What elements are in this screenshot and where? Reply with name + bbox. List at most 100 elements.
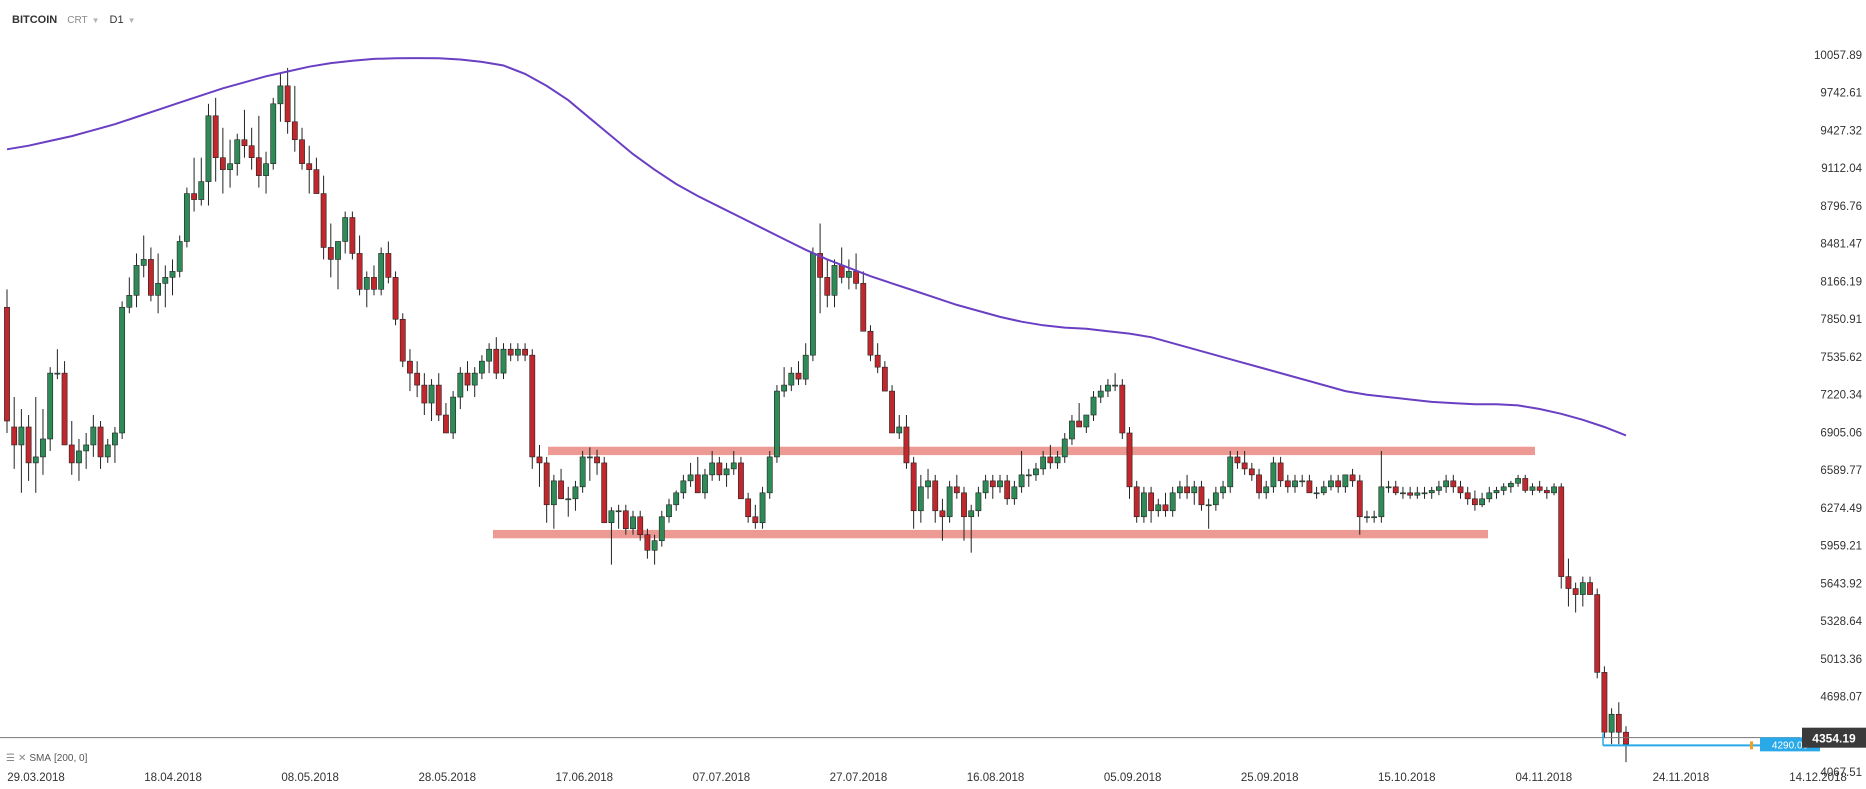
candle (1292, 474, 1298, 493)
y-tick-label: 5643.92 (1820, 578, 1862, 590)
candle-body (1155, 504, 1162, 512)
candle (759, 486, 766, 529)
candle (1097, 385, 1104, 404)
candle-body (630, 516, 636, 530)
candle (392, 271, 399, 326)
candle-body (694, 474, 701, 494)
candle (227, 139, 233, 188)
x-tick-label: 17.06.2018 (556, 772, 614, 784)
candle-body (140, 259, 147, 266)
candle-body (1371, 516, 1378, 519)
candle (1587, 576, 1593, 595)
candle-body (306, 163, 313, 170)
candle (299, 127, 305, 170)
candle (76, 438, 82, 481)
x-tick-label: 14.12.2018 (1789, 772, 1847, 784)
candle (500, 343, 507, 380)
candle (795, 361, 802, 386)
candle-body (673, 492, 680, 506)
candle (1284, 474, 1291, 493)
candle-body (1421, 492, 1428, 495)
candle (234, 133, 241, 176)
candle-body (1356, 480, 1363, 518)
candle-body (946, 486, 953, 518)
candle-body (25, 426, 32, 464)
chart-type-dropdown[interactable]: CRT ▼ (67, 15, 99, 26)
candle (932, 474, 939, 523)
candle-body (255, 157, 262, 176)
candle (565, 486, 572, 517)
candle (1033, 462, 1039, 481)
candle (1176, 480, 1183, 499)
candle-body (133, 265, 140, 296)
candle-body (277, 85, 284, 105)
candle-body (1313, 492, 1320, 495)
candle-body (1212, 492, 1219, 506)
candle-body (666, 504, 672, 518)
candle (694, 456, 701, 494)
candle (817, 223, 823, 314)
candle (248, 127, 255, 170)
sma-200-line (6, 57, 1627, 437)
candle-body (479, 360, 485, 374)
candle-body (1493, 490, 1500, 494)
candle-body (1162, 504, 1169, 512)
candle-body (119, 306, 126, 434)
candle (1313, 486, 1320, 499)
candle (414, 361, 421, 398)
candle (968, 504, 975, 553)
candle-body (291, 121, 298, 141)
candle-body (522, 348, 528, 356)
indicator-name: SMA (29, 753, 52, 764)
candle (443, 403, 449, 434)
candle-body (1565, 576, 1572, 589)
candle (313, 157, 320, 194)
candle-body (155, 283, 162, 296)
candle-body (205, 115, 212, 182)
candle (953, 474, 960, 499)
candle-body (126, 295, 133, 308)
candle-body (47, 372, 54, 440)
candle (594, 449, 600, 475)
candle-body (1543, 490, 1550, 494)
candle (133, 253, 140, 308)
symbol-label: BITCOIN (12, 14, 58, 26)
candle-body (450, 396, 457, 434)
candle (601, 456, 608, 524)
candle (1155, 498, 1162, 517)
candle-body (709, 462, 716, 476)
candle-body (658, 516, 665, 541)
candle-body (1076, 420, 1083, 428)
candle (1040, 450, 1047, 475)
candle-body (1227, 456, 1234, 488)
candle-body (363, 277, 370, 290)
list-icon[interactable]: ☰ (6, 753, 15, 764)
candle-body (989, 480, 996, 488)
candle-body (1500, 486, 1507, 491)
candle (1004, 474, 1011, 505)
candle (421, 373, 428, 416)
candle (4, 289, 10, 433)
candle (687, 462, 694, 487)
candle-body (299, 139, 305, 164)
candle-body (61, 372, 68, 446)
candle-body (162, 277, 169, 284)
x-tick-label: 18.04.2018 (144, 772, 202, 784)
candle (493, 337, 500, 380)
candle-body (1270, 462, 1277, 488)
candle-body (925, 480, 931, 488)
candle-body (241, 139, 248, 147)
candle-body (212, 115, 219, 158)
close-icon[interactable]: ✕ (17, 753, 27, 764)
y-tick-label: 6905.06 (1820, 427, 1862, 439)
candle (644, 528, 651, 559)
candle (1414, 486, 1421, 499)
candle (550, 474, 557, 529)
candle-body (961, 492, 967, 518)
x-tick-label: 28.05.2018 (418, 772, 476, 784)
candle (536, 444, 543, 487)
timeframe-dropdown[interactable]: D1 ▼ (110, 14, 136, 26)
candle (320, 175, 327, 260)
candle-body (1378, 486, 1385, 518)
